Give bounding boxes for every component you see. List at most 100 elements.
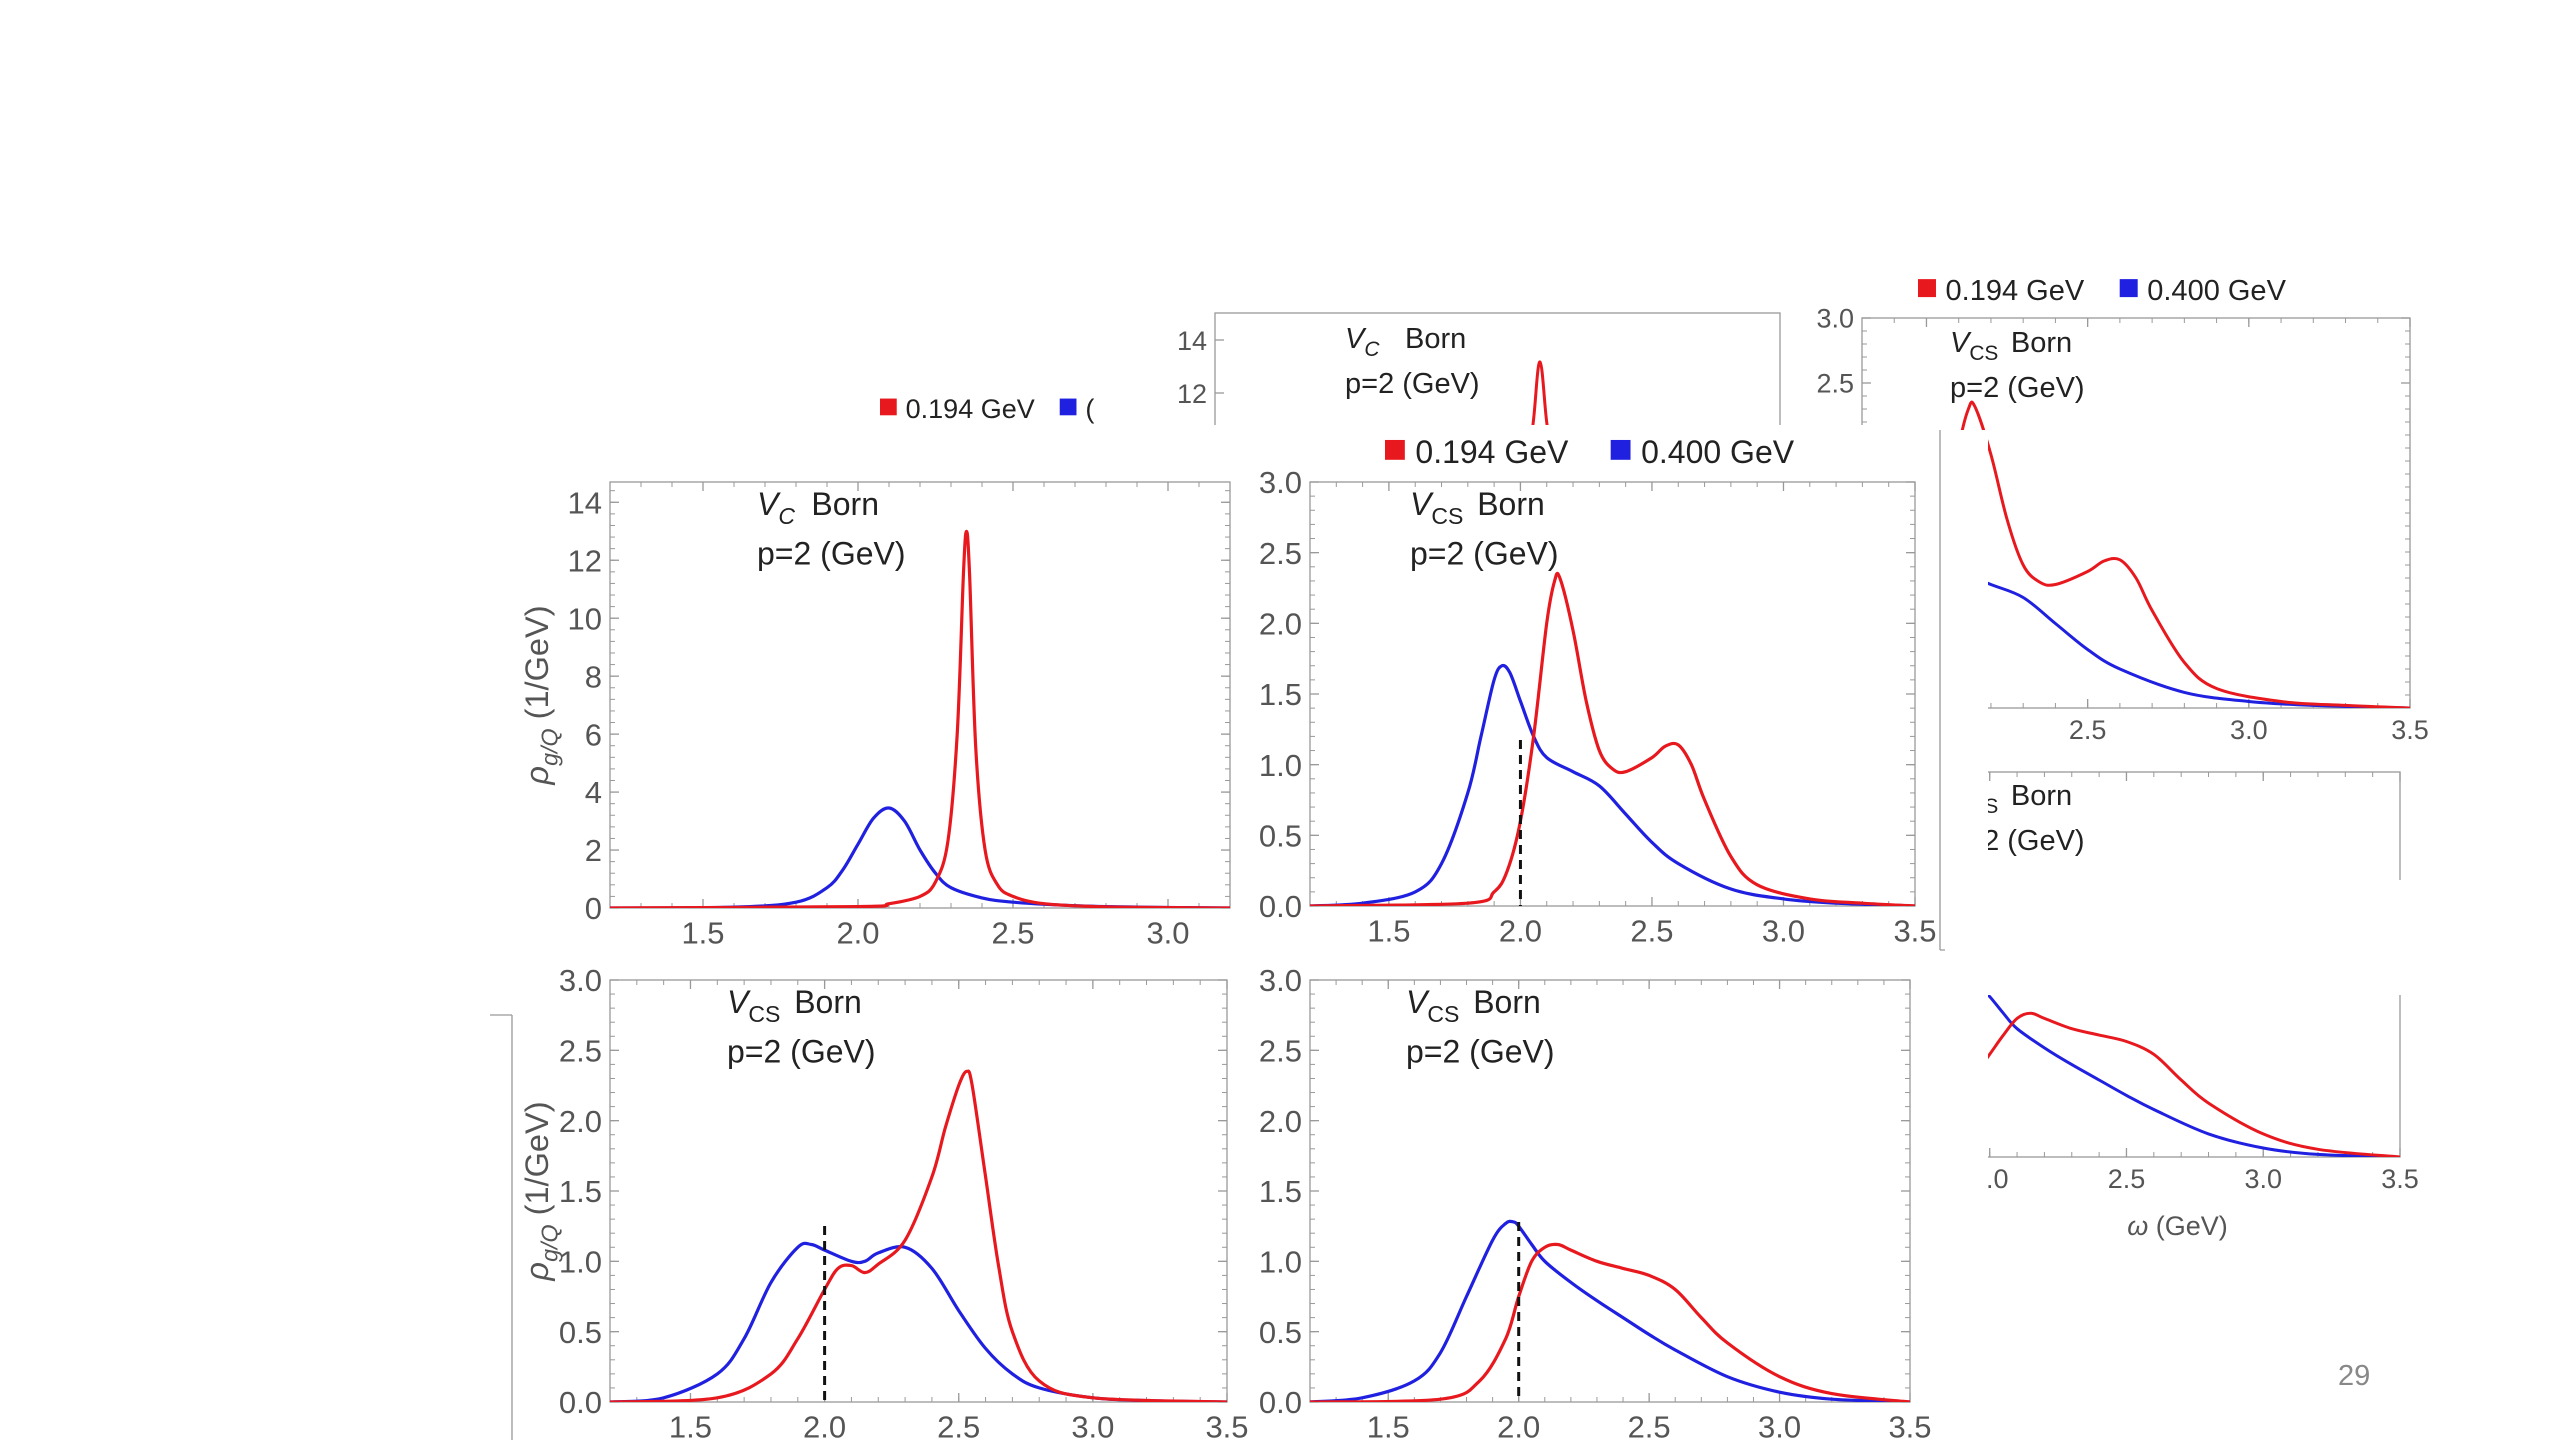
- x-tick-label: 2.0: [803, 1410, 846, 1440]
- annotation-born: Born: [1473, 984, 1541, 1020]
- series-line-blue: [610, 806, 1230, 908]
- x-tick-label: 2.0: [1497, 1410, 1540, 1440]
- annotation-momentum: p=2 (GeV): [1345, 368, 1480, 400]
- y-tick-label: 2.0: [559, 1104, 602, 1139]
- y-tick-label: 1.5: [1259, 677, 1302, 712]
- y-tick-label: 1.0: [1259, 1244, 1302, 1279]
- y-tick-label: 1.5: [559, 1174, 602, 1209]
- y-tick-label: 1.0: [1259, 748, 1302, 783]
- overlap-mask: [1208, 960, 1988, 1430]
- x-tick-label: 1.5: [1367, 914, 1410, 949]
- x-tick-label: 1.5: [1367, 1410, 1410, 1440]
- y-tick-label: 6: [585, 717, 602, 752]
- series-group: [1935, 990, 2400, 1157]
- legend-behind-cut: 0.194 GeV (: [880, 394, 1094, 424]
- annotation-born: Born: [2011, 327, 2072, 359]
- y-tick-label: 2: [585, 833, 602, 868]
- y-tick-label: 3.0: [1259, 465, 1302, 500]
- legend-label: 0.400 GeV: [2147, 275, 2286, 307]
- x-tick-label: 2.5: [1630, 914, 1673, 949]
- chart-main-top-right: 1.5 2.0 2.5 3.0 3.5 0.0 0.5 1.0 1.5 2.0 2.5 3.0 VCS B…: [1259, 465, 1937, 948]
- y-tick-label: 10: [568, 601, 602, 636]
- x-tick-label: 3.5: [2381, 1164, 2419, 1194]
- x-tick-label: 2.5: [2108, 1164, 2146, 1194]
- x-axis-label: ω (GeV): [2127, 1211, 2228, 1241]
- annotation-momentum: p=2 (GeV): [727, 1034, 876, 1070]
- x-tick-label: 3.0: [2230, 715, 2268, 745]
- series-line-red: [1935, 1011, 2400, 1157]
- legend-swatch-blue: [1610, 439, 1631, 460]
- y-tick-label: 0.5: [1259, 1315, 1302, 1350]
- series-line-blue: [610, 1241, 1227, 1402]
- series-line-red: [610, 1069, 1227, 1402]
- x-tick-label: 2.5: [1628, 1410, 1671, 1440]
- legend-swatch-blue: [1059, 398, 1077, 416]
- legend-swatch-red: [880, 398, 897, 416]
- annotation-potential: VCS: [1950, 327, 1998, 365]
- y-tick-label: 14: [568, 485, 602, 520]
- x-tick-label: 2.0: [1499, 914, 1542, 949]
- x-tick-label: 3.5: [1893, 914, 1936, 949]
- annotation-born: Born: [811, 486, 879, 522]
- annotation-potential: VC: [757, 486, 795, 529]
- y-tick-label: 3.0: [1816, 304, 1854, 334]
- annotation-momentum: p=2 (GeV): [1406, 1034, 1555, 1070]
- main-plots-layer: 1.5 2.0 2.5 3.0 0 2 4 6 8 10 12 14 VC Born p=2 (GeV) ρg…: [490, 425, 2425, 1440]
- y-tick-label: 8: [585, 659, 602, 694]
- y-tick-label: 1.0: [559, 1244, 602, 1279]
- y-tick-label: 0.0: [1259, 889, 1302, 924]
- y-tick-label: 3.0: [1259, 963, 1302, 998]
- legend-swatch-red: [1918, 279, 1936, 298]
- y-tick-label: 12: [1177, 379, 1207, 409]
- x-tick-label: 1.5: [681, 916, 724, 951]
- annotation-potential: VCS: [1410, 486, 1463, 529]
- legend-label: 0.194 GeV: [1946, 275, 2085, 307]
- annotation-born: Born: [2011, 780, 2072, 812]
- y-tick-label: 2.5: [1816, 369, 1854, 399]
- y-tick-label: 4: [585, 775, 602, 810]
- chart-main-top-left: 1.5 2.0 2.5 3.0 0 2 4 6 8 10 12 14 VC Born p=2 (GeV) ρg…: [519, 481, 1231, 951]
- x-tick-label: 3.0: [2244, 1164, 2282, 1194]
- series-line-blue: [1935, 990, 2400, 1157]
- slide-page-number: 29: [2338, 1360, 2371, 1392]
- x-tick-label: 3.5: [2391, 715, 2429, 745]
- series-line-red: [1310, 1242, 1910, 1402]
- legend-swatch-blue: [2119, 279, 2138, 298]
- y-tick-label: 14: [1177, 326, 1207, 356]
- y-tick-label: 2.5: [559, 1033, 602, 1068]
- y-tick-label: 0: [585, 891, 602, 926]
- x-tick-label: 3.0: [1758, 1410, 1801, 1440]
- annotation-momentum: p=2 (GeV): [757, 536, 906, 572]
- y-tick-label: 0.0: [559, 1385, 602, 1420]
- plot-frame: [609, 481, 1231, 909]
- x-tick-label: 2.0: [836, 916, 879, 951]
- y-axis-label: ρg/Q (1/GeV): [519, 605, 562, 785]
- y-tick-label: 12: [568, 543, 602, 578]
- annotation-momentum: p=2 (GeV): [1410, 536, 1559, 572]
- annotation-born: Born: [794, 984, 862, 1020]
- annotation-born: Born: [1477, 486, 1545, 522]
- x-tick-label: 2.5: [991, 916, 1034, 951]
- series-group: [610, 1069, 1227, 1402]
- series-line-red: [610, 529, 1230, 908]
- overlap-mask: [1945, 880, 2425, 995]
- chart-main-bottom-left: 1.5 2.0 2.5 3.0 3.5 0.0 0.5 1.0 1.5 2.0 2.5 3.0 VCS B…: [519, 963, 1249, 1440]
- y-tick-label: 1.5: [1259, 1174, 1302, 1209]
- legend-label: (: [1085, 394, 1094, 424]
- y-tick-label: 0.5: [1259, 818, 1302, 853]
- overlap-mask: [870, 425, 1150, 485]
- x-tick-label: 1.5: [669, 1410, 712, 1440]
- chart-main-bottom-right: 1.5 2.0 2.5 3.0 3.5 0.0 0.5 1.0 1.5 2.0 2.5 3.0 VCS B…: [1259, 963, 1932, 1440]
- overlap-mask: [1208, 430, 1988, 970]
- legend-behind-right-top: 0.194 GeV 0.400 GeV: [1918, 275, 2287, 307]
- legend-label: 0.194 GeV: [906, 394, 1035, 424]
- y-tick-label: 2.0: [1259, 1104, 1302, 1139]
- x-tick-label: 2.5: [2069, 715, 2107, 745]
- x-tick-label: 3.0: [1071, 1410, 1114, 1440]
- y-tick-label: 0.5: [559, 1315, 602, 1350]
- plot-frame: [609, 979, 1228, 1403]
- legend-swatch-red: [1385, 439, 1405, 460]
- legend-label: 0.194 GeV: [1415, 434, 1569, 470]
- x-tick-label: 2.5: [937, 1410, 980, 1440]
